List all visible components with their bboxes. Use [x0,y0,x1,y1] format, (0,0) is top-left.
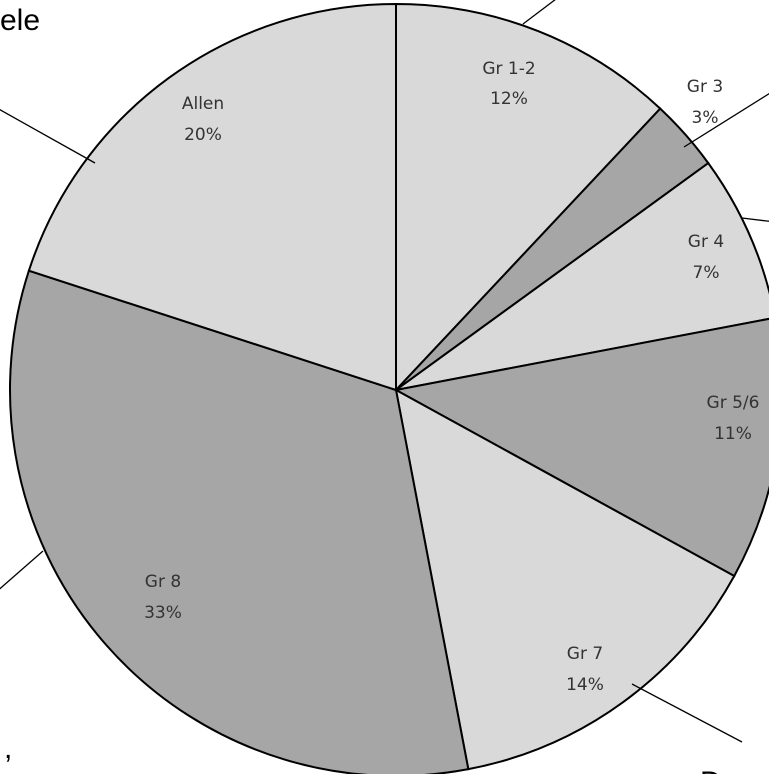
leader-lines [0,0,769,743]
leader-line-allen [0,109,96,164]
slice-label-allen: Allen [182,94,224,114]
pie-slice-gr-7 [394,388,736,771]
slice-pct-gr-5-6: 11% [714,424,752,444]
pie-slice-gr-5-6 [393,317,769,578]
slice-label-gr-8: Gr 8 [145,572,181,592]
text-fragment-top-left: ele [0,4,40,37]
leader-line-gr-7 [631,683,743,743]
leader-line-gr-8 [0,550,44,590]
surrounding-text: ele , D [0,4,722,774]
slice-pct-gr-3: 3% [692,108,719,128]
leader-line-gr-1-2 [522,0,556,25]
text-fragment-bottom-right: D [700,766,722,774]
slice-label-gr-1-2: Gr 1-2 [482,59,535,79]
slice-pct-gr-4: 7% [693,263,720,283]
slice-label-gr-3: Gr 3 [687,77,723,97]
leader-line-gr-3 [683,92,769,148]
pie-slices [9,2,769,774]
slice-pct-allen: 20% [184,125,222,145]
slice-pct-gr-1-2: 12% [490,89,528,109]
slice-label-gr-4: Gr 4 [688,232,724,252]
leader-line-gr-4 [741,217,769,222]
slice-pct-gr-8: 33% [144,603,182,623]
slice-label-gr-7: Gr 7 [567,644,603,664]
pie-slice-gr-4 [395,161,769,391]
pie-slice-gr-1-2 [395,2,662,393]
pie-slice-allen [27,2,397,392]
slice-label-gr-5-6: Gr 5/6 [707,393,760,413]
text-fragment-bottom-left: , [4,732,12,765]
slice-labels: Gr 1-2 12% Gr 3 3% Gr 4 7% Gr 5/6 11% Gr… [144,59,759,695]
slice-pct-gr-7: 14% [566,675,604,695]
